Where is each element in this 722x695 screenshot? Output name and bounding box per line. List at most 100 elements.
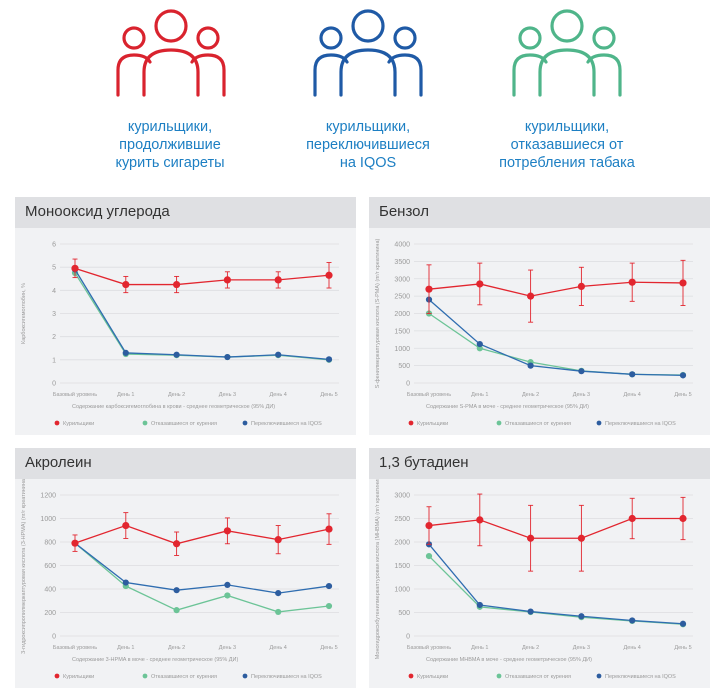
legend-label: Переключившиеся на IQOS (605, 674, 676, 680)
y-tick-label: 3 (52, 311, 56, 318)
data-point (425, 285, 433, 293)
x-tick-label: День 5 (320, 645, 337, 651)
y-tick-label: 1000 (40, 516, 56, 523)
x-tick-label: День 1 (117, 645, 134, 651)
data-point (224, 592, 231, 599)
data-point (679, 514, 687, 523)
x-tick-label: День 2 (168, 392, 185, 398)
y-axis-label: Карбоксигемоглобин, % (21, 283, 27, 344)
data-point (275, 590, 282, 597)
data-point (578, 613, 585, 620)
legend-label: Курильщики (417, 674, 448, 680)
x-tick-label: День 2 (522, 645, 539, 651)
data-point (476, 280, 484, 288)
y-tick-label: 1 (52, 357, 56, 364)
data-point (476, 601, 483, 609)
x-tick-label: День 2 (168, 645, 185, 651)
y-tick-label: 0 (406, 381, 410, 388)
data-point (629, 617, 636, 624)
x-axis-label: Содержание карбоксигемоглобина в крови -… (72, 404, 275, 410)
x-axis-label: Содержание MHBMA в моче - среднее геомет… (426, 657, 592, 663)
x-tick-label: День 1 (471, 645, 488, 651)
data-point (679, 279, 687, 287)
x-tick-label: День 1 (471, 392, 488, 398)
data-point (275, 608, 282, 616)
legend-marker (408, 420, 414, 426)
y-tick-label: 800 (44, 540, 56, 547)
x-tick-label: День 5 (674, 645, 691, 651)
data-point (425, 553, 433, 560)
people-group-icon-switched (313, 9, 423, 97)
y-tick-label: 3000 (394, 493, 410, 500)
chart-title: Акролеин (25, 454, 92, 471)
data-point (274, 276, 282, 284)
chart-title: Бензол (379, 203, 429, 220)
chart-butadiene: 0 500 1000 1500 2000 2500 3000 Моногидроксибуте… (375, 479, 693, 680)
data-point (173, 607, 180, 614)
data-point (325, 525, 333, 533)
x-tick-label: День 4 (624, 392, 641, 398)
y-tick-label: 500 (398, 363, 410, 370)
legend-marker (596, 420, 602, 426)
chart-panel-benzene: Бензол 0 500 1000 1500 2000 2500 3000 3500 4000 S… (369, 197, 710, 435)
series-line (428, 299, 684, 377)
group-caption-switched: курильщики, переключившиеся на IQOS (306, 119, 430, 171)
y-tick-label: 1200 (40, 493, 56, 500)
chart-panel-butadiene: 1,3 бутадиен 0 500 1000 1500 2000 2500 3000 Мон… (369, 448, 710, 688)
people-group-icon-quit (512, 9, 622, 97)
y-tick-label: 1000 (394, 346, 410, 353)
y-tick-label: 6 (52, 242, 56, 249)
y-tick-label: 2500 (394, 516, 410, 523)
series-line (428, 543, 684, 625)
legend-label: Отказавшиеся от курения (151, 674, 217, 680)
data-point (476, 340, 483, 348)
series-line (74, 272, 330, 361)
y-tick-label: 4 (52, 288, 56, 295)
x-tick-label: День 3 (219, 645, 236, 651)
data-point (122, 280, 130, 289)
legend-marker (142, 420, 148, 426)
y-tick-label: 0 (406, 634, 410, 641)
legend-label: Переключившиеся на IQOS (251, 421, 322, 427)
data-point (527, 292, 535, 300)
data-point (224, 353, 231, 361)
legend-marker (596, 673, 602, 679)
series-line (74, 542, 330, 594)
data-point (173, 351, 180, 358)
legend-marker (142, 673, 148, 679)
x-tick-label: День 5 (674, 392, 691, 398)
y-tick-label: 600 (44, 563, 56, 570)
group-caption-continued: курильщики, продолжившие курить сигареты (115, 119, 225, 171)
y-tick-label: 2000 (394, 540, 410, 547)
legend-label: Курильщики (63, 674, 94, 680)
chart-co: 0 1 2 3 4 5 6 Карбоксигемоглобин, % Базовый уров… (21, 242, 339, 427)
chart-title: Монооксид углерода (25, 203, 170, 220)
y-tick-label: 2000 (394, 311, 410, 318)
data-point (325, 356, 333, 363)
data-point (425, 521, 433, 530)
data-point (275, 351, 282, 358)
legend-marker (496, 673, 502, 679)
data-point (122, 349, 129, 356)
y-tick-label: 400 (44, 587, 56, 594)
data-point (71, 264, 79, 272)
x-axis-label: Содержание 3-HPMA в моче - среднее геоме… (72, 657, 238, 663)
legend-marker (54, 673, 60, 679)
y-tick-label: 3500 (394, 259, 410, 266)
data-point (325, 271, 333, 279)
y-tick-label: 0 (52, 381, 56, 388)
x-tick-label: День 3 (573, 392, 590, 398)
x-tick-label: День 5 (320, 392, 337, 398)
data-point (577, 282, 585, 290)
y-tick-label: 3000 (394, 276, 410, 283)
x-tick-label: День 4 (624, 645, 641, 651)
x-tick-label: День 4 (270, 645, 287, 651)
people-group-icon-continued (116, 9, 226, 97)
legend-marker (54, 420, 60, 426)
data-point (223, 276, 231, 284)
data-point (578, 368, 585, 375)
series-line (428, 281, 684, 297)
legend-marker (408, 673, 414, 679)
data-point (577, 534, 585, 542)
data-point (223, 527, 231, 535)
